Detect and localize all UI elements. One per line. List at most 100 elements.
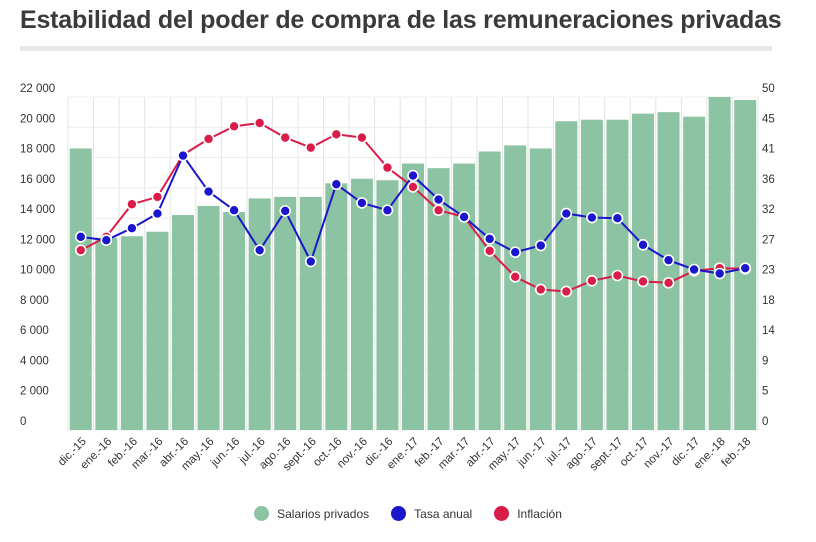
bar <box>274 196 297 430</box>
data-point <box>432 204 445 217</box>
data-point <box>662 277 675 289</box>
chart-title: Estabilidad del poder de compra de las r… <box>20 6 782 34</box>
data-point <box>509 246 522 258</box>
bar <box>453 163 476 430</box>
title-divider <box>20 46 772 51</box>
right-tick-label: 50 <box>762 83 775 95</box>
data-point <box>407 181 419 193</box>
bar <box>172 215 194 430</box>
legend-swatch-inflacion <box>494 506 510 521</box>
data-point <box>560 207 573 220</box>
bar <box>197 205 220 430</box>
data-point <box>688 263 700 276</box>
bar <box>350 178 373 430</box>
bar <box>325 183 348 430</box>
left-tick-label: 4 000 <box>20 355 49 367</box>
data-point <box>126 222 138 235</box>
data-point <box>509 271 522 283</box>
data-point <box>586 275 598 287</box>
data-point <box>356 131 368 144</box>
legend-swatch-tasa-anual <box>391 506 407 521</box>
data-point <box>202 133 215 145</box>
data-point <box>407 169 419 182</box>
right-tick-label: 45 <box>762 113 775 125</box>
data-point <box>126 198 138 211</box>
data-point <box>279 205 292 217</box>
legend-label-salarios: Salarios privados <box>277 506 370 521</box>
right-tick-label: 41 <box>762 144 775 156</box>
data-point <box>560 285 573 298</box>
right-tick-label: 27 <box>762 234 775 246</box>
data-point <box>304 141 317 154</box>
left-tick-label: 8 000 <box>20 295 49 307</box>
bar <box>478 151 501 430</box>
data-point <box>253 244 266 256</box>
legend-item-salarios: Salarios privados <box>254 506 369 521</box>
data-point <box>151 191 164 203</box>
data-point <box>534 283 547 296</box>
data-point <box>330 128 343 141</box>
bar <box>223 212 246 430</box>
data-point <box>534 239 547 252</box>
points <box>74 117 752 298</box>
left-tick-label: 14 000 <box>20 204 55 216</box>
bar <box>299 196 322 430</box>
legend-label-tasa-anual: Tasa anual <box>414 506 473 521</box>
bar <box>555 121 578 430</box>
bar <box>95 237 118 430</box>
left-tick-label: 22 000 <box>20 83 55 95</box>
data-point <box>100 234 113 246</box>
legend-label-inflacion: Inflación <box>517 506 562 521</box>
bar <box>248 198 271 430</box>
left-tick-label: 2 000 <box>20 386 49 398</box>
right-tick-label: 18 <box>762 295 775 307</box>
left-tick-label: 18 000 <box>20 144 55 156</box>
bar-series <box>69 97 757 431</box>
data-point <box>177 149 189 162</box>
left-tick-label: 20 000 <box>20 113 55 125</box>
legend-item-inflacion: Inflación <box>494 506 562 521</box>
left-tick-label: 10 000 <box>20 265 55 277</box>
data-point <box>586 211 598 224</box>
right-tick-label: 0 <box>762 416 768 428</box>
bar <box>580 119 603 431</box>
data-point <box>228 204 240 217</box>
bar <box>632 113 654 431</box>
bar <box>120 236 143 430</box>
data-point <box>739 262 752 274</box>
left-tick-label: 16 000 <box>20 174 55 186</box>
legend: Salarios privados Tasa anual Inflación <box>0 506 816 521</box>
bar <box>376 180 399 430</box>
data-point <box>637 275 649 288</box>
data-point <box>611 269 624 282</box>
legend-item-tasa-anual: Tasa anual <box>391 506 472 521</box>
data-point <box>74 231 87 243</box>
bar <box>402 163 424 430</box>
right-tick-label: 32 <box>762 204 775 216</box>
right-tick-label: 36 <box>762 174 775 186</box>
right-tick-label: 9 <box>762 355 768 367</box>
data-point <box>458 211 470 223</box>
data-point <box>611 212 624 225</box>
bar <box>427 168 450 430</box>
data-point <box>637 239 649 251</box>
data-point <box>74 244 87 256</box>
bar <box>69 148 92 431</box>
left-tick-label: 0 <box>20 416 26 428</box>
data-point <box>381 204 394 217</box>
right-tick-label: 14 <box>762 325 775 337</box>
right-tick-label: 5 <box>762 386 768 398</box>
x-tick-label: feb.-18 <box>720 436 754 470</box>
data-point <box>662 254 675 266</box>
data-point <box>330 178 343 191</box>
data-point <box>279 131 292 144</box>
x-axis: dic.-15ene.-16feb.-16mar.-16abr.-16may.-… <box>56 436 753 474</box>
bar <box>146 231 169 430</box>
data-point <box>228 120 240 133</box>
bar <box>504 145 527 430</box>
data-point <box>356 197 368 209</box>
left-axis: 22 000 20 000 18 000 16 000 14 000 12 000 10 0… <box>20 83 55 428</box>
legend-swatch-salarios <box>254 506 270 521</box>
